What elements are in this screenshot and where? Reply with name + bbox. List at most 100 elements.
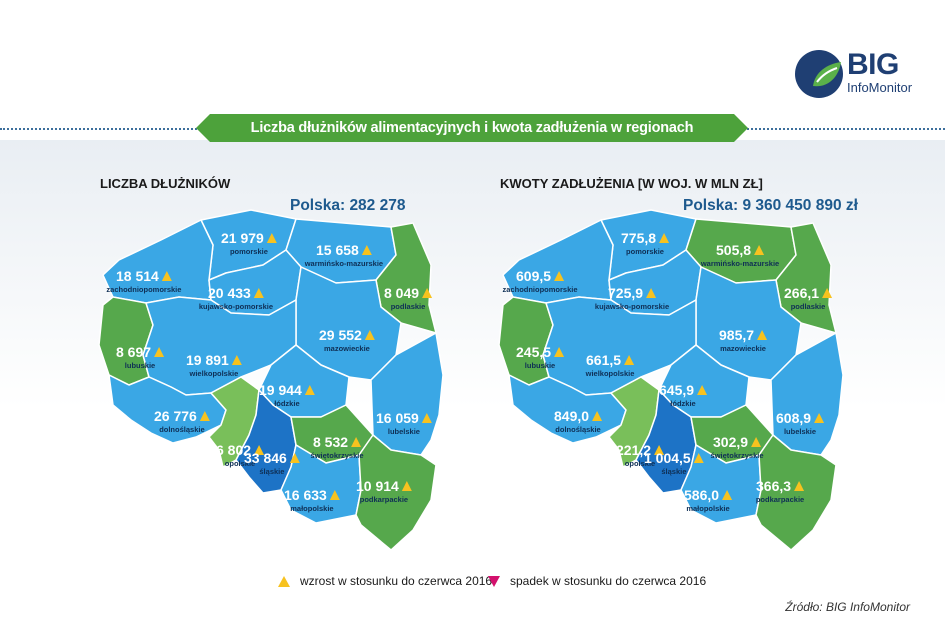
region-name: pomorskie	[626, 247, 664, 256]
big-infomonitor-logo: BIG InfoMonitor	[793, 46, 923, 106]
logo-subtext: InfoMonitor	[847, 80, 913, 95]
up-triangle-icon	[646, 288, 657, 298]
region-value: 608,9	[776, 410, 811, 426]
region-name: opolskie	[625, 459, 655, 468]
region-name: wielkopolskie	[189, 369, 239, 378]
region-name: podlaskie	[791, 302, 826, 311]
left-map-title: LICZBA DŁUŻNIKÓW	[100, 176, 231, 191]
region-name: wielkopolskie	[585, 369, 635, 378]
up-triangle-icon	[154, 347, 165, 357]
region-name: łódzkie	[670, 399, 695, 408]
region-value: 725,9	[608, 285, 643, 301]
left-map-total: Polska: 282 278	[290, 197, 406, 214]
region-value: 221,2	[616, 442, 651, 458]
region-value: 20 433	[208, 285, 251, 301]
region-name: dolnośląskie	[555, 425, 600, 434]
region-value: 645,9	[659, 382, 694, 398]
region-value: 29 552	[319, 327, 362, 343]
region-name: łódzkie	[274, 399, 299, 408]
up-triangle-icon	[697, 385, 708, 395]
region-malopolskie	[280, 444, 362, 524]
region-value: 8 049	[384, 285, 419, 301]
legend-up-label: wzrost w stosunku do czerwca 2016	[300, 574, 493, 588]
up-triangle-icon	[278, 576, 290, 587]
source-note: Źródło: BIG InfoMonitor	[785, 600, 910, 614]
logo-mark-icon	[795, 50, 843, 98]
region-lubelskie	[770, 332, 844, 456]
region-value: 366,3	[756, 478, 791, 494]
up-triangle-icon	[329, 490, 340, 500]
up-triangle-icon	[422, 288, 433, 298]
region-wielkopolskie	[142, 296, 297, 396]
up-triangle-icon	[814, 413, 825, 423]
region-name: lubuskie	[525, 361, 555, 370]
region-value: 661,5	[586, 352, 621, 368]
region-value: 245,5	[516, 344, 551, 360]
up-triangle-icon	[351, 437, 362, 447]
region-value: 849,0	[554, 408, 589, 424]
up-triangle-icon	[722, 490, 733, 500]
left-map: 21 979 pomorskie 15 658 warmińsko-mazurskie…	[91, 205, 451, 560]
region-podkarpackie	[355, 434, 437, 551]
region-name: podkarpackie	[756, 495, 804, 504]
region-value: 302,9	[713, 434, 748, 450]
logo-text: BIG	[847, 48, 899, 81]
region-value: 586,0	[684, 487, 719, 503]
region-value: 19 891	[186, 352, 229, 368]
region-name: mazowieckie	[324, 344, 370, 353]
up-triangle-icon	[794, 481, 805, 491]
region-name: podlaskie	[391, 302, 426, 311]
up-triangle-icon	[231, 355, 242, 365]
region-name: dolnośląskie	[159, 425, 204, 434]
region-name: zachodniopomorskie	[503, 285, 578, 294]
region-lubelskie	[370, 332, 444, 456]
up-triangle-icon	[754, 245, 765, 255]
up-triangle-icon	[304, 385, 315, 395]
region-name: śląskie	[259, 467, 284, 476]
region-value: 10 914	[356, 478, 399, 494]
up-triangle-icon	[289, 453, 300, 463]
right-map-title: KWOTY ZADŁUŻENIA [W WOJ. W MLN ZŁ]	[500, 176, 763, 191]
region-name: mazowieckie	[720, 344, 766, 353]
region-name: małopolskie	[290, 504, 333, 513]
region-name: lubelskie	[784, 427, 816, 436]
region-value: 8 532	[313, 434, 348, 450]
right-map-total: Polska: 9 360 450 890 zł	[683, 197, 858, 214]
region-value: 33 846	[244, 450, 287, 466]
region-value: 8 697	[116, 344, 151, 360]
region-podlaskie	[775, 222, 837, 334]
down-triangle-icon	[488, 576, 500, 587]
region-name: świętokrzyskie	[711, 451, 764, 460]
region-value: 609,5	[516, 268, 551, 284]
region-value: 16 059	[376, 410, 419, 426]
region-name: zachodniopomorskie	[106, 285, 181, 294]
up-triangle-icon	[421, 413, 432, 423]
up-triangle-icon	[253, 288, 264, 298]
up-triangle-icon	[161, 271, 172, 281]
region-value: 18 514	[116, 268, 159, 284]
legend-down-label: spadek w stosunku do czerwca 2016	[510, 574, 707, 588]
up-triangle-icon	[654, 445, 665, 455]
